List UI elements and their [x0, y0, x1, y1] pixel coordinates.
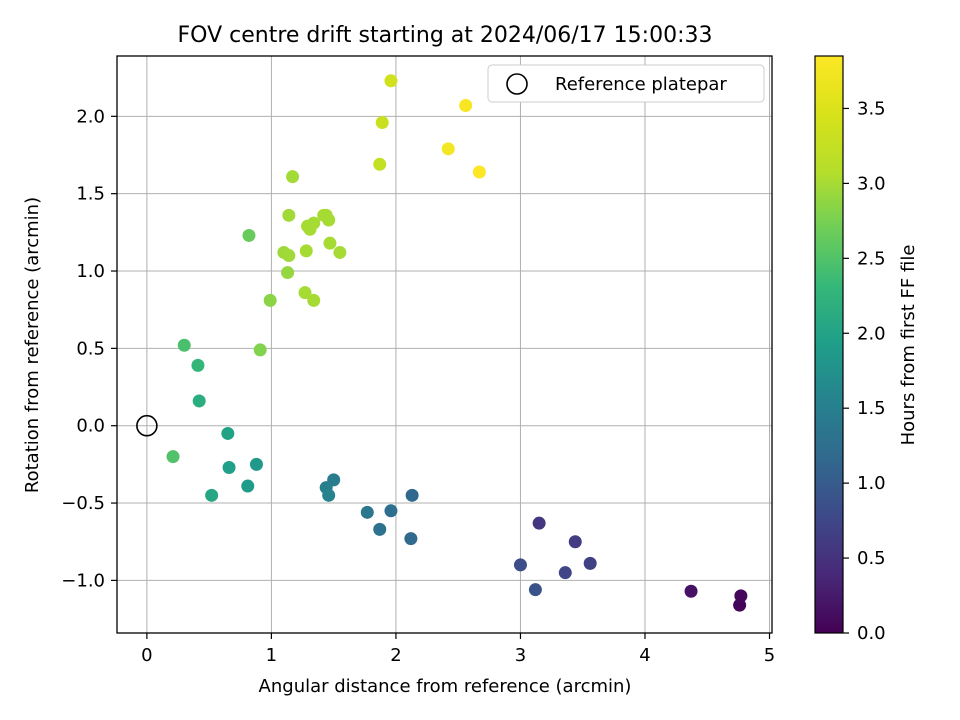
scatter-point	[373, 157, 387, 171]
x-axis-label: Angular distance from reference (arcmin)	[259, 676, 632, 697]
scatter-point	[298, 286, 312, 300]
chart-title-group: FOV centre drift starting at 2024/06/17 …	[178, 23, 713, 48]
x-tick-label: 0	[141, 645, 152, 666]
legend-reference-label: Reference platepar	[555, 74, 727, 95]
scatter-point	[192, 394, 206, 408]
y-tick-label: 0.5	[76, 338, 105, 359]
y-tick-label: 1.5	[76, 184, 105, 205]
scatter-point	[222, 460, 236, 474]
scatter-point	[360, 505, 374, 519]
scatter-point	[558, 566, 572, 580]
colorbar-gradient	[814, 55, 844, 634]
axis-ticks: 0 1 2 3 4 5 −1.0 −0.5 0.0 0.5 1.0 1.5 2.0	[61, 106, 775, 666]
x-tick-label: 5	[764, 645, 775, 666]
scatter-plot: 0 1 2 3 4 5 −1.0 −0.5 0.0 0.5 1.0 1.5 2.0	[61, 55, 775, 666]
scatter-point	[249, 457, 263, 471]
scatter-point	[299, 244, 313, 258]
chart-title: FOV centre drift starting at 2024/06/17 …	[178, 23, 713, 48]
scatter-point	[323, 236, 337, 250]
scatter-point	[253, 343, 267, 357]
scatter-point	[307, 293, 321, 307]
scatter-point	[242, 228, 256, 242]
y-tick-label: 0.0	[76, 416, 105, 437]
legend-reference-icon	[506, 73, 528, 95]
scatter-point	[333, 245, 347, 259]
scatter-point	[263, 293, 277, 307]
y-tick-label: 2.0	[76, 106, 105, 127]
colorbar-tick-label: 0.5	[857, 548, 886, 569]
scatter-point	[307, 216, 321, 230]
scatter-point	[241, 479, 255, 493]
scatter-point	[191, 358, 205, 372]
colorbar: 0.0 0.5 1.0 1.5 2.0 2.5 3.0 3.5 Hours from firs…	[814, 55, 919, 644]
scatter-point	[472, 165, 486, 179]
y-tick-label: 1.0	[76, 261, 105, 282]
scatter-point	[375, 116, 389, 130]
legend-box	[487, 64, 765, 103]
x-tick-label: 4	[639, 645, 650, 666]
scatter-point	[322, 213, 336, 227]
scatter-point	[459, 99, 473, 113]
scatter-point	[221, 426, 235, 440]
scatter-point	[205, 488, 219, 502]
scatter-point	[528, 583, 542, 597]
y-tick-label: −0.5	[61, 493, 105, 514]
x-tick-label: 2	[390, 645, 401, 666]
colorbar-tick-label: 2.5	[857, 248, 886, 269]
scatter-point	[404, 532, 418, 546]
data-points	[166, 74, 748, 612]
plot-frame	[116, 55, 773, 634]
scatter-point	[322, 488, 336, 502]
colorbar-tick-label: 2.0	[857, 323, 886, 344]
scatter-point	[532, 516, 546, 530]
scatter-point	[441, 142, 455, 156]
y-axis-label: Rotation from reference (arcmin)	[22, 197, 43, 493]
scatter-point	[384, 504, 398, 518]
scatter-point	[373, 522, 387, 536]
x-tick-label: 3	[515, 645, 526, 666]
legend: Reference platepar	[487, 64, 765, 103]
scatter-point	[166, 450, 180, 464]
scatter-point	[286, 170, 300, 184]
reference-platepar-marker	[136, 414, 158, 437]
scatter-point	[281, 266, 295, 280]
y-tick-label: −1.0	[61, 570, 105, 591]
colorbar-label: Hours from first FF file	[898, 245, 919, 446]
scatter-point	[282, 249, 296, 263]
colorbar-ticks: 0.0 0.5 1.0 1.5 2.0 2.5 3.0 3.5	[843, 98, 886, 644]
colorbar-tick-label: 1.0	[857, 473, 886, 494]
scatter-point	[568, 535, 582, 549]
axis-labels: Angular distance from reference (arcmin)…	[22, 197, 631, 697]
scatter-point	[177, 338, 191, 352]
scatter-point	[684, 584, 698, 598]
scatter-point	[513, 558, 527, 572]
colorbar-tick-label: 0.0	[857, 623, 886, 644]
x-tick-label: 1	[266, 645, 277, 666]
scatter-point	[405, 488, 419, 502]
colorbar-tick-label: 1.5	[857, 398, 886, 419]
grid-lines	[117, 56, 772, 633]
colorbar-tick-label: 3.0	[857, 173, 886, 194]
colorbar-tick-label: 3.5	[857, 98, 886, 119]
scatter-point	[734, 589, 748, 603]
scatter-point	[282, 208, 296, 222]
scatter-point	[583, 556, 597, 570]
scatter-point	[384, 74, 398, 88]
plot-area	[117, 56, 772, 633]
